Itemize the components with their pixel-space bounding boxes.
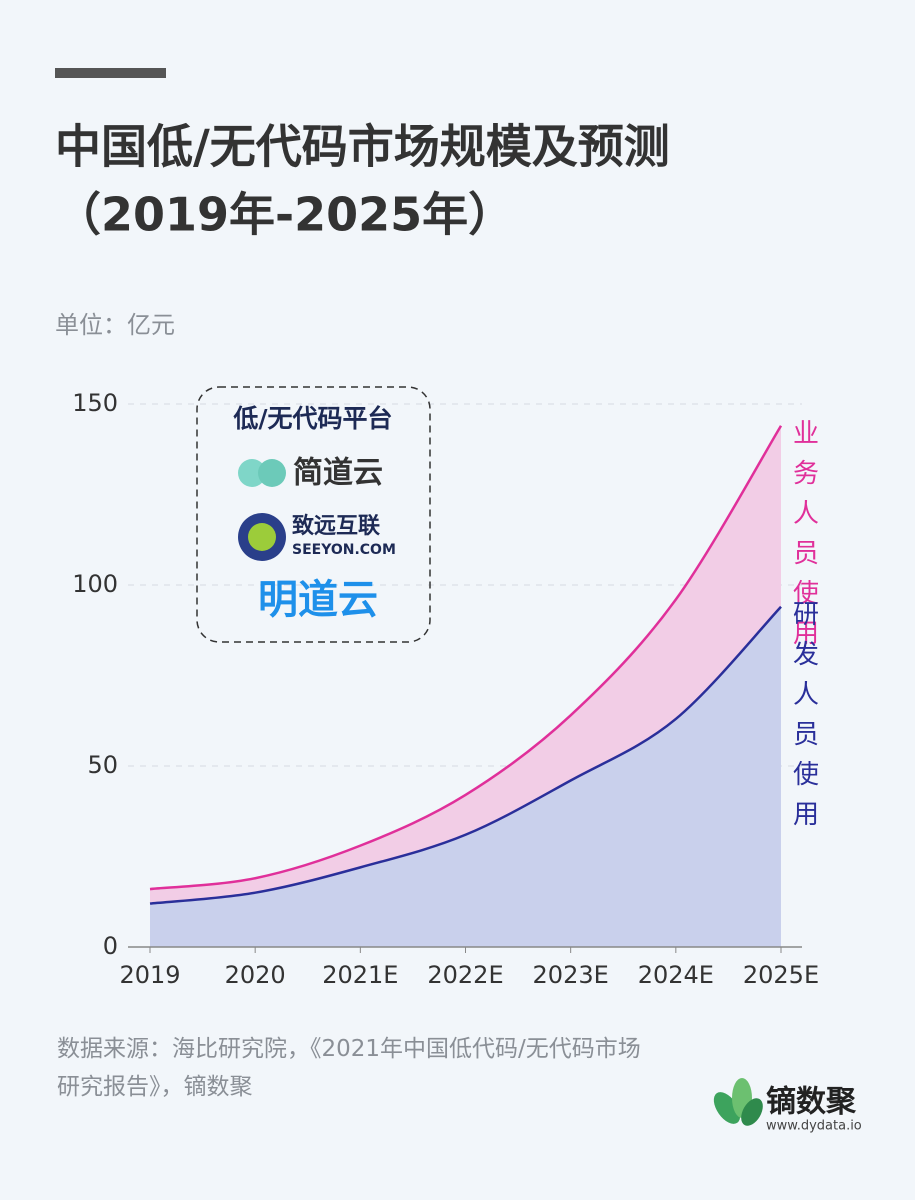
logo-icon: [258, 459, 286, 487]
logo-text: 明道云: [258, 577, 378, 623]
brand-leaf: [741, 1098, 763, 1126]
series-line: [149, 605, 782, 905]
y-tick-label: 100: [72, 570, 118, 598]
brand-url: www.dydata.io: [766, 1119, 862, 1134]
series-line: [149, 425, 783, 891]
area-fill: [150, 606, 781, 947]
line-layer: [149, 425, 783, 905]
logo-text: SEEYON.COM: [292, 542, 396, 558]
series-label: 研发人员使用: [793, 599, 820, 830]
chart-title: 中国低/无代码市场规模及预测: [55, 120, 670, 174]
brand-logo: 镝数聚 www.dydata.io: [713, 1078, 862, 1134]
x-tick-label: 2024E: [638, 961, 714, 989]
x-tick-label: 2021E: [322, 961, 398, 989]
y-tick-label: 50: [87, 751, 118, 779]
x-tick-label: 2025E: [743, 961, 819, 989]
x-tick-label: 2020: [225, 961, 286, 989]
brand-leaf: [713, 1092, 741, 1124]
logo-text: 简道云: [293, 456, 383, 491]
series-label: 业务人员使用: [793, 418, 820, 649]
logo-text: 致远互联: [292, 513, 380, 539]
legend-title: 低/无代码平台: [232, 404, 392, 433]
legend-box: 低/无代码平台 简道云 致远互联 SEEYON.COM 明道云: [196, 386, 431, 643]
x-tick-label: 2022E: [427, 961, 503, 989]
logo-icon: [248, 523, 276, 551]
area-layer: [150, 425, 781, 948]
logo-icon: [238, 459, 266, 487]
plot: 0 50 100 150 2019 2020 2021E 2022E 2023E 2024E 202…: [72, 389, 819, 989]
x-tick-label: 2023E: [533, 961, 609, 989]
legend-frame: [196, 386, 431, 643]
brand-name: 镝数聚: [766, 1085, 857, 1120]
x-tick-label: 2019: [119, 961, 180, 989]
unit-label: 单位：亿元: [55, 311, 175, 339]
y-tick-label: 0: [103, 932, 118, 960]
top-bar: [55, 68, 166, 78]
chart-subtitle: （2019年-2025年）: [55, 188, 514, 242]
y-tick-label: 150: [72, 389, 118, 417]
source-note: 数据来源：海比研究院，《2021年中国低代码/无代码市场研究报告》，镝数聚: [57, 1036, 641, 1100]
